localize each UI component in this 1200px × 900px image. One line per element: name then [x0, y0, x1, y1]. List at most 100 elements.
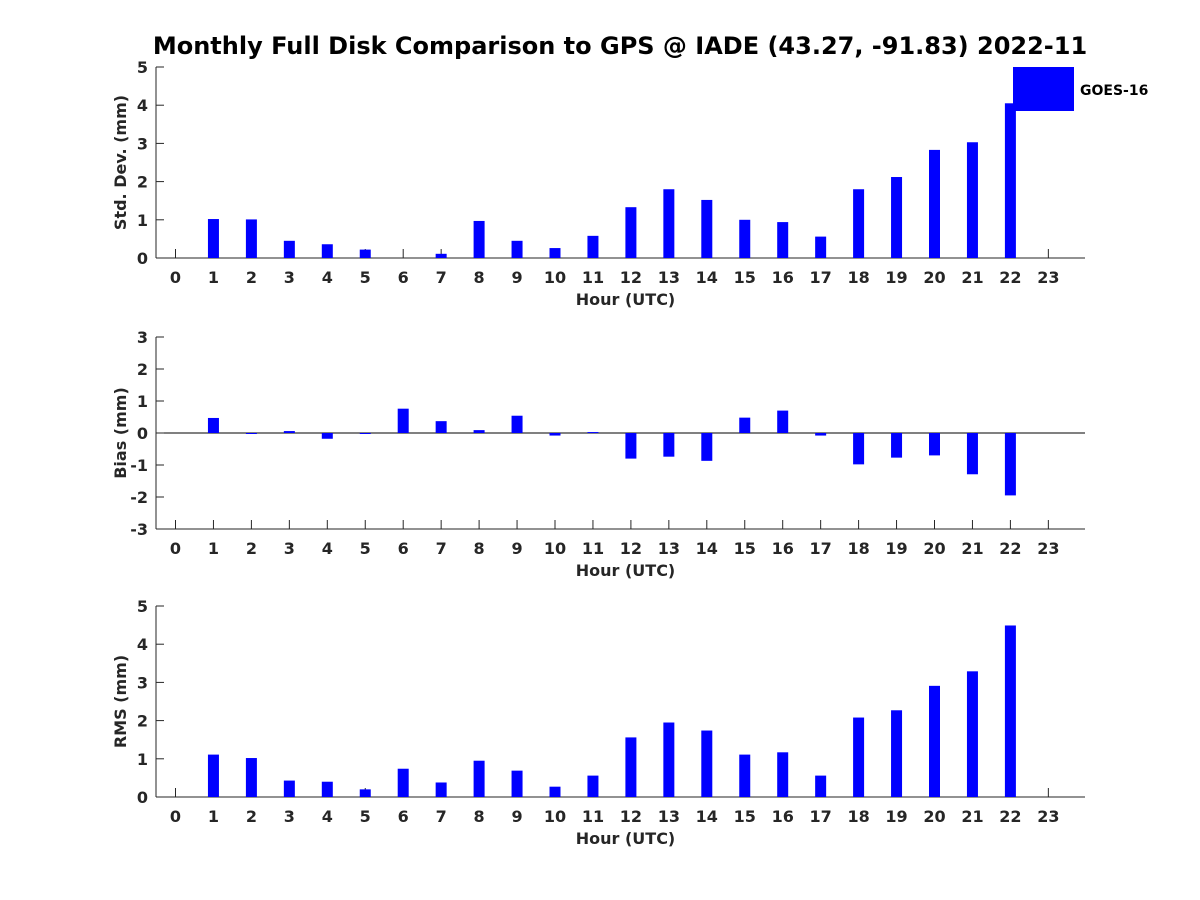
bar-hour-21	[966, 433, 978, 475]
y-tick-label: 5	[137, 58, 148, 77]
x-tick-label: 23	[1037, 268, 1059, 287]
legend-swatch	[1013, 67, 1074, 111]
bar-hour-19	[891, 710, 903, 797]
x-tick-label: 19	[885, 807, 907, 826]
bar-hour-4	[321, 433, 333, 439]
x-tick-label: 15	[734, 268, 756, 287]
bar-hour-10	[549, 248, 561, 258]
y-tick-label: -3	[130, 520, 148, 539]
y-tick-label: 2	[137, 360, 148, 379]
bar-hour-7	[435, 782, 447, 797]
bar-hour-18	[853, 717, 865, 797]
x-tick-label: 9	[511, 539, 522, 558]
x-tick-label: 12	[620, 268, 642, 287]
bar-hour-22	[1004, 625, 1016, 797]
x-tick-label: 12	[620, 807, 642, 826]
y-tick-label: 0	[137, 249, 148, 268]
bar-hour-19	[891, 177, 903, 258]
bar-hour-6	[397, 768, 409, 797]
x-tick-label: 13	[658, 539, 680, 558]
x-tick-label: 17	[810, 807, 832, 826]
bar-hour-14	[701, 730, 713, 797]
y-tick-label: 0	[137, 788, 148, 807]
bar-hour-12	[625, 737, 637, 797]
bar-hour-17	[815, 236, 827, 258]
bar-hour-6	[397, 408, 409, 433]
x-tick-label: 20	[923, 807, 945, 826]
x-tick-label: 2	[246, 539, 257, 558]
bar-hour-14	[701, 199, 713, 258]
bar-hour-9	[511, 415, 523, 433]
bar-hour-7	[435, 253, 447, 258]
bar-hour-11	[587, 235, 599, 258]
x-tick-label: 23	[1037, 539, 1059, 558]
x-tick-label: 5	[360, 807, 371, 826]
bar-hour-11	[587, 775, 599, 797]
bar-hour-5	[359, 249, 371, 258]
bar-hour-21	[966, 142, 978, 258]
bar-hour-12	[625, 433, 637, 459]
x-tick-label: 22	[999, 807, 1021, 826]
legend: GOES-16	[1013, 67, 1148, 111]
x-tick-label: 11	[582, 268, 604, 287]
y-tick-label: 4	[137, 96, 148, 115]
x-tick-label: 18	[847, 807, 869, 826]
bar-hour-18	[853, 433, 865, 465]
bar-hour-14	[701, 433, 713, 461]
x-tick-label: 16	[772, 539, 794, 558]
y-tick-label: -2	[130, 488, 148, 507]
bar-hour-8	[473, 220, 485, 258]
y-axis-label: Std. Dev. (mm)	[111, 95, 130, 230]
bar-hour-18	[853, 189, 865, 258]
x-tick-label: 0	[170, 539, 181, 558]
bar-hour-7	[435, 421, 447, 433]
bar-hour-9	[511, 240, 523, 258]
x-tick-label: 6	[398, 539, 409, 558]
x-tick-label: 13	[658, 268, 680, 287]
x-tick-label: 1	[208, 539, 219, 558]
y-tick-label: -1	[130, 456, 148, 475]
x-tick-label: 5	[360, 268, 371, 287]
y-tick-label: 1	[137, 211, 148, 230]
bar-hour-9	[511, 770, 523, 797]
bar-hour-13	[663, 433, 675, 457]
bar-hour-17	[815, 433, 827, 436]
x-tick-label: 11	[582, 539, 604, 558]
x-axis-label: Hour (UTC)	[576, 561, 676, 580]
y-tick-label: 2	[137, 712, 148, 731]
y-tick-label: 2	[137, 173, 148, 192]
x-tick-label: 16	[772, 268, 794, 287]
bar-hour-1	[207, 219, 219, 258]
x-tick-label: 20	[923, 268, 945, 287]
bar-hour-1	[207, 754, 219, 797]
x-tick-label: 3	[284, 807, 295, 826]
x-tick-label: 14	[696, 807, 718, 826]
x-tick-label: 2	[246, 268, 257, 287]
bar-hour-22	[1004, 103, 1016, 258]
bar-hour-3	[283, 431, 295, 433]
x-tick-label: 15	[734, 807, 756, 826]
x-tick-label: 17	[810, 268, 832, 287]
x-tick-label: 23	[1037, 807, 1059, 826]
bar-hour-8	[473, 760, 485, 797]
y-axis-label: RMS (mm)	[111, 655, 130, 748]
x-tick-label: 7	[436, 268, 447, 287]
bar-hour-4	[321, 244, 333, 258]
bar-hour-15	[739, 754, 751, 797]
bar-hour-2	[245, 433, 257, 434]
bar-hour-5	[359, 433, 371, 434]
x-tick-label: 19	[885, 268, 907, 287]
x-tick-label: 10	[544, 807, 566, 826]
x-tick-label: 0	[170, 807, 181, 826]
y-tick-label: 3	[137, 328, 148, 347]
bar-hour-20	[929, 433, 940, 456]
x-tick-label: 19	[885, 539, 907, 558]
bar-hour-11	[587, 432, 599, 434]
x-tick-label: 7	[436, 539, 447, 558]
bar-hour-2	[245, 758, 257, 797]
